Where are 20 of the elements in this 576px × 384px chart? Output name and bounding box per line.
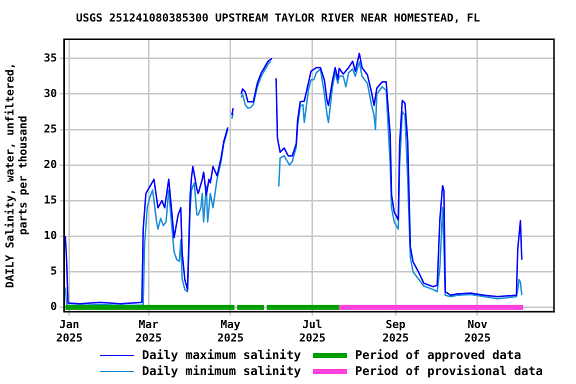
legend-label: Period of approved data bbox=[355, 348, 522, 362]
y-tick-label: 30 bbox=[44, 86, 57, 100]
legend-label: Daily minimum salinity bbox=[142, 364, 301, 378]
y-tick-label: 35 bbox=[44, 51, 57, 64]
chart-title: USGS 251241080385300 UPSTREAM TAYLOR RIVER NEAR HOMESTEAD, FL bbox=[76, 11, 480, 24]
x-tick-label: May 2025 bbox=[217, 318, 244, 344]
x-tick-label: Jul 2025 bbox=[299, 318, 326, 344]
y-axis-title: DAILY Salinity, water, unfiltered, parts per thousand bbox=[3, 62, 30, 288]
y-tick-label: 10 bbox=[44, 229, 57, 242]
x-tick-label: Jan 2025 bbox=[56, 318, 83, 344]
y-tick-label: 20 bbox=[44, 158, 57, 171]
legend-label: Period of provisional data bbox=[355, 364, 543, 378]
y-tick-label: 25 bbox=[44, 122, 57, 136]
y-tick-label: 15 bbox=[44, 194, 57, 207]
x-tick-label: Nov 2025 bbox=[464, 318, 491, 344]
y-tick-label: 5 bbox=[50, 264, 57, 278]
x-tick-label: Mar 2025 bbox=[135, 318, 162, 344]
y-tick-label: 0 bbox=[50, 300, 57, 314]
legend-label: Daily maximum salinity bbox=[142, 348, 301, 362]
x-tick-label: Sep 2025 bbox=[382, 318, 409, 344]
